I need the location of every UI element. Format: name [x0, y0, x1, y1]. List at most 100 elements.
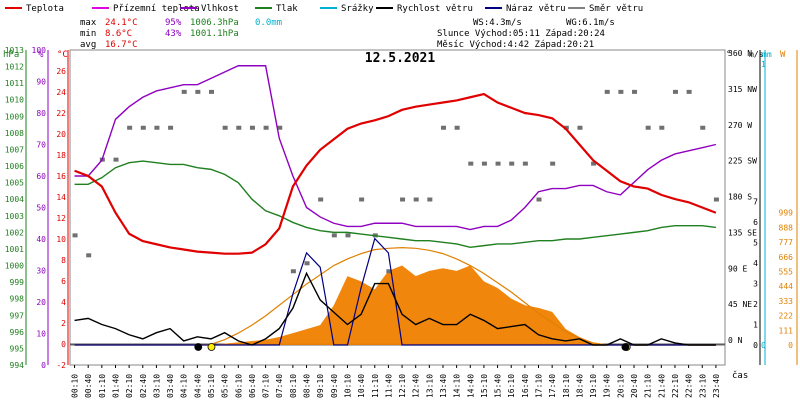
wind-direction-point-37 — [577, 125, 583, 130]
line-layer — [74, 65, 717, 346]
info-moon: Měsíc Východ:4:42 Západ:20:21 — [437, 40, 594, 50]
x-tick-label-35: 17:40 — [548, 374, 557, 398]
hpa-tick-11: 1005 — [5, 179, 24, 188]
wind-direction-point-45 — [686, 89, 692, 94]
wind-direction-point-10 — [209, 89, 215, 94]
x-tick-label-6: 03:10 — [152, 374, 161, 398]
hpa-tick-3: 997 — [10, 311, 25, 320]
x-tick-label-0: 00:10 — [71, 374, 80, 398]
wind-tick-4: 4 — [753, 259, 758, 268]
x-tick-label-2: 01:10 — [98, 374, 107, 398]
x-tick-label-31: 15:40 — [494, 374, 503, 398]
legend-label-6: Náraz větru — [506, 4, 566, 14]
wind-direction-point-5 — [140, 125, 146, 130]
chart-title: 12.5.2021 — [365, 51, 436, 66]
hpa-tick-12: 1006 — [5, 162, 24, 171]
dir-tick-2: 90 E — [728, 264, 747, 273]
solar-tick-7: 777 — [779, 238, 794, 247]
wind-direction-point-16 — [290, 269, 296, 274]
temp-tick-13: 24 — [56, 88, 66, 97]
x-tick-label-41: 20:40 — [630, 374, 639, 398]
pct-tick-5: 50 — [36, 204, 46, 213]
x-tick-label-11: 05:40 — [221, 374, 230, 398]
temp-tick-10: 18 — [56, 151, 66, 160]
x-tick-label-37: 18:40 — [575, 374, 584, 398]
pct-tick-8: 80 — [36, 109, 46, 118]
solar-tick-5: 555 — [779, 268, 794, 277]
dir-tick-1: 45 NE — [728, 300, 752, 309]
x-tick-label-42: 21:10 — [644, 374, 653, 398]
wind-direction-point-0 — [72, 233, 78, 238]
pct-tick-1: 10 — [36, 330, 46, 339]
legend-label-5: Rychlost větru — [397, 4, 473, 14]
stats-avg-temp: 16.7°C — [105, 40, 138, 50]
solar-tick-4: 444 — [779, 282, 794, 291]
dir-tick-8: 360 N — [728, 49, 752, 58]
stats-max-rain: 0.0mm — [255, 18, 282, 28]
hpa-tick-19: 1013 — [5, 46, 24, 55]
x-tick-label-3: 01:40 — [111, 374, 120, 398]
temp-tick-1: 0 — [61, 340, 66, 349]
x-tick-label-43: 21:40 — [657, 374, 666, 398]
pct-tick-0: 0 — [41, 361, 46, 370]
wind-direction-point-25 — [413, 197, 419, 202]
hpa-tick-10: 1004 — [5, 195, 24, 204]
dir-tick-7: 315 NW — [728, 85, 757, 94]
hpa-tick-13: 1007 — [5, 145, 24, 154]
wind-direction-point-20 — [345, 233, 351, 238]
wind-tick-3: 3 — [753, 280, 758, 289]
hpa-tick-9: 1003 — [5, 212, 24, 221]
temp-tick-3: 4 — [61, 298, 66, 307]
temp-tick-12: 22 — [56, 109, 66, 118]
info-sun: Slunce Východ:05:11 Západ:20:24 — [437, 29, 605, 39]
info-wg: WG:6.1m/s — [566, 18, 615, 28]
wind-direction-point-1 — [86, 253, 92, 258]
rain-axis-unit: mm — [762, 50, 772, 59]
dir-tick-3: 135 SE — [728, 228, 757, 237]
x-tick-label-44: 22:10 — [671, 374, 680, 398]
marker-2 — [194, 343, 203, 351]
hpa-tick-2: 996 — [10, 328, 25, 337]
series-vlhkost-line — [74, 65, 717, 231]
stats-max-press: 1006.3hPa — [190, 18, 239, 28]
temp-tick-8: 14 — [56, 193, 66, 202]
wind-direction-point-39 — [604, 89, 610, 94]
pct-tick-3: 30 — [36, 267, 46, 276]
wind-direction-point-11 — [222, 125, 228, 130]
wind-tick-0: 0 — [753, 341, 758, 350]
stats-min-hum: 43% — [165, 29, 182, 39]
legend-label-2: Vlhkost — [201, 4, 239, 14]
rain-tick-0: 0 — [761, 341, 766, 350]
legend-label-0: Teplota — [26, 4, 64, 14]
temp-tick-14: 26 — [56, 67, 66, 76]
wind-tick-5: 5 — [753, 239, 758, 248]
solar-tick-2: 222 — [779, 312, 794, 321]
wind-direction-point-17 — [304, 261, 310, 266]
legend: Teplota Přízemní teplota Vlhkost Tlak Srážky… — [5, 4, 643, 14]
wind-direction-point-6 — [154, 125, 160, 130]
axes: hPa9949959969979989991000100110021003100… — [3, 46, 798, 370]
dir-tick-4: 180 S — [728, 193, 752, 202]
wind-direction-point-28 — [454, 125, 460, 130]
plot-frame — [69, 49, 726, 366]
x-tick-label-4: 02:10 — [125, 374, 134, 398]
wind-direction-point-7 — [168, 125, 174, 130]
x-tick-label-12: 06:10 — [234, 374, 243, 398]
info-block: WS:4.3m/s WG:6.1m/s Slunce Východ:05:11 … — [437, 18, 615, 50]
x-tick-label-14: 07:10 — [262, 374, 271, 398]
series-teplota-line — [74, 92, 717, 255]
wind-direction-point-15 — [277, 125, 283, 130]
x-tick-label-10: 05:10 — [207, 374, 216, 398]
hpa-tick-14: 1008 — [5, 129, 24, 138]
x-tick-label-32: 16:10 — [507, 374, 516, 398]
wind-direction-point-43 — [659, 125, 665, 130]
wind-direction-point-47 — [713, 197, 719, 202]
legend-label-1: Přízemní teplota — [113, 4, 200, 14]
x-tick-label-25: 12:40 — [412, 374, 421, 398]
solar-tick-9: 999 — [779, 209, 794, 218]
wind-direction-point-35 — [550, 161, 556, 166]
stats-min-label: min — [80, 29, 96, 39]
x-tick-label-45: 22:40 — [685, 374, 694, 398]
wind-direction-point-29 — [468, 161, 474, 166]
temp-tick-7: 12 — [56, 214, 66, 223]
